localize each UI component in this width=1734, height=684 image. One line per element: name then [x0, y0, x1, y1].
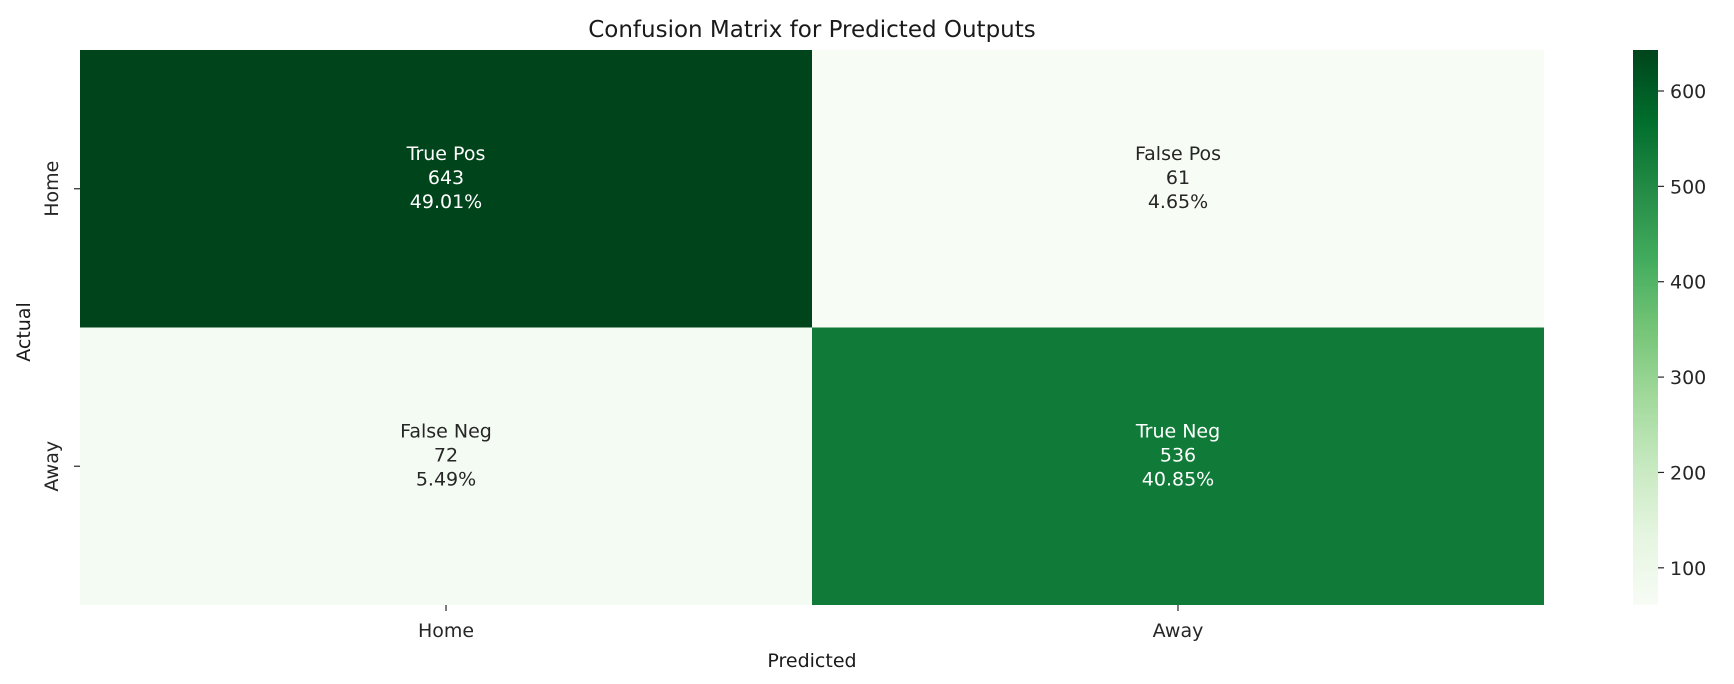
heatmap-cell — [812, 327, 1544, 605]
chart-title: Confusion Matrix for Predicted Outputs — [588, 17, 1036, 43]
heatmap-cells — [80, 50, 1544, 605]
cell-label-percent: 5.49% — [416, 468, 476, 490]
y-tick-label: Away — [41, 441, 63, 492]
cell-label-count: 536 — [1160, 444, 1196, 466]
colorbar-tick-label: 300 — [1670, 367, 1706, 389]
heatmap-cell — [80, 50, 812, 328]
cell-label-name: False Neg — [400, 420, 492, 442]
cell-label-percent: 40.85% — [1142, 468, 1214, 490]
x-tick-label: Home — [418, 620, 474, 642]
cell-label-name: False Pos — [1135, 143, 1221, 165]
colorbar-tick-label: 400 — [1670, 272, 1706, 294]
cell-label-percent: 49.01% — [410, 191, 482, 213]
y-tick-label: Home — [41, 161, 63, 217]
cell-label-count: 643 — [428, 167, 464, 189]
colorbar-tick-label: 200 — [1670, 462, 1706, 484]
cell-label-name: True Pos — [406, 143, 486, 165]
colorbar-tick-label: 100 — [1670, 558, 1706, 580]
colorbar — [1633, 50, 1658, 605]
axes: Home Away Home Away — [41, 161, 1203, 642]
cell-label-percent: 4.65% — [1148, 191, 1208, 213]
x-axis-label: Predicted — [767, 650, 856, 672]
cell-label-name: True Neg — [1135, 420, 1220, 442]
y-axis-label: Actual — [13, 302, 35, 362]
colorbar-tick-label: 600 — [1670, 81, 1706, 103]
colorbar-tick-label: 500 — [1670, 176, 1706, 198]
cell-label-count: 72 — [434, 444, 458, 466]
heatmap-cell — [812, 50, 1544, 328]
heatmap-cell — [80, 327, 812, 605]
colorbar-ticks: 100 200 300 400 500 600 — [1658, 81, 1706, 580]
x-tick-label: Away — [1153, 620, 1204, 642]
cell-label-count: 61 — [1166, 167, 1190, 189]
